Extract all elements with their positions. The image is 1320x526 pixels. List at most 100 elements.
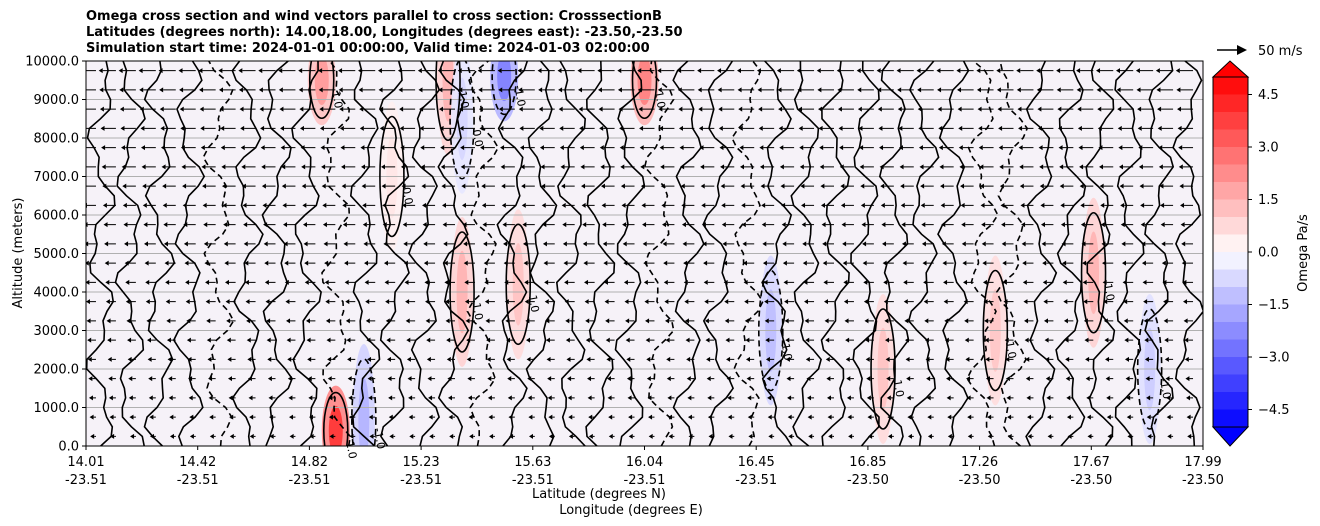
wind-vector-head-4-36 [805, 356, 810, 362]
wind-vector-head-12-23 [541, 202, 546, 208]
wind-vector-head-16-44 [958, 125, 963, 131]
wind-vector-head-5-0 [87, 337, 92, 343]
wind-vector-head-19-49 [1056, 68, 1061, 74]
wind-vector-head-4-12 [327, 356, 332, 362]
x-tick-lat-0: 14.01 [67, 455, 104, 470]
wind-vector-head-17-53 [1137, 106, 1142, 112]
wind-vector-head-15-38 [839, 145, 844, 151]
wind-vector-head-8-54 [1162, 279, 1167, 285]
wind-vector-head-1-26 [608, 414, 613, 420]
wind-vector-head-8-23 [544, 279, 549, 285]
contour-line-36 [1144, 61, 1175, 446]
wind-vector-head-19-29 [657, 68, 662, 74]
wind-vector-head-19-6 [198, 68, 203, 74]
wind-vector-head-2-20 [487, 395, 492, 401]
wind-vector-head-11-1 [103, 222, 108, 228]
wind-vector-head-2-24 [567, 395, 572, 401]
wind-vector-head-6-50 [1083, 318, 1088, 324]
wind-vector-head-16-15 [379, 125, 384, 131]
contour-label-4: 1.0 [329, 90, 345, 109]
wind-vector-head-18-51 [1096, 87, 1101, 93]
wind-vector-head-14-29 [660, 164, 665, 170]
wind-vector-head-12-14 [362, 202, 367, 208]
wind-vector-head-2-10 [288, 395, 293, 401]
wind-vector-head-15-0 [81, 145, 85, 150]
wind-vector-head-5-20 [486, 337, 491, 343]
wind-vector-head-2-5 [188, 395, 193, 401]
x-tick-lat-3: 15.23 [402, 455, 439, 470]
wind-vector-head-5-38 [845, 337, 850, 343]
wind-vector-head-2-25 [587, 395, 592, 401]
wind-vector-head-19-39 [856, 68, 861, 74]
wind-vector-head-6-8 [246, 318, 251, 324]
x-tick-lat-2: 14.82 [291, 455, 328, 470]
wind-vector-head-8-10 [284, 279, 289, 285]
wind-vector-head-15-12 [320, 145, 325, 151]
wind-vector-head-3-49 [1065, 376, 1070, 382]
wind-vector-head-1-46 [1007, 414, 1012, 420]
wind-vector-head-0-35 [788, 433, 793, 439]
wind-vector-head-0-47 [1027, 433, 1032, 439]
wind-vector-head-15-34 [759, 145, 764, 151]
wind-vector-head-5-6 [206, 337, 211, 343]
wind-vector-head-2-36 [807, 395, 812, 401]
wind-vector-head-6-25 [585, 318, 590, 324]
wind-vector-head-15-13 [340, 145, 345, 151]
wind-vector-head-14-49 [1059, 164, 1064, 170]
wind-vector-head-10-38 [842, 241, 847, 247]
wind-vector-head-6-31 [704, 318, 709, 324]
wind-vector-head-12-38 [840, 202, 845, 208]
wind-vector-head-0-15 [389, 433, 394, 439]
wind-vector-head-13-46 [999, 183, 1004, 189]
wind-vector-head-15-41 [898, 145, 903, 151]
wind-vector-head-2-29 [667, 395, 672, 401]
wind-vector-head-2-46 [1006, 395, 1011, 401]
wind-vector-head-6-47 [1024, 318, 1029, 324]
wind-vector-head-10-45 [981, 241, 986, 247]
wind-vector-head-4-41 [905, 356, 910, 362]
wind-vector-head-7-28 [644, 299, 649, 305]
wind-vector-head-12-22 [521, 202, 526, 208]
wind-vector-head-18-11 [298, 87, 303, 93]
wind-vector-head-18-53 [1136, 87, 1141, 93]
wind-vector-head-15-6 [200, 145, 205, 151]
wind-vector-head-10-55 [1181, 241, 1186, 247]
wind-vector-head-14-18 [440, 164, 445, 170]
wind-vector-head-13-41 [900, 183, 905, 189]
wind-vector-head-0-16 [409, 433, 414, 439]
wind-vector-head-4-19 [466, 356, 471, 362]
wind-vector-head-8-38 [843, 279, 848, 285]
wind-vector-head-11-15 [382, 222, 387, 228]
wind-vector-head-12-15 [382, 202, 387, 208]
wind-vector-head-16-35 [778, 125, 783, 131]
wind-vector-head-2-12 [328, 395, 333, 401]
wind-vector-head-2-33 [747, 395, 752, 401]
wind-vector-head-12-55 [1180, 202, 1185, 208]
x-axis: 14.01 -23.51 14.42 -23.51 14.82 -23.51 15.23 -2… [65, 446, 1224, 488]
wind-vector-head-4-10 [287, 356, 292, 362]
colorbar-tick-label-5: −3.0 [1258, 351, 1290, 366]
wind-vector-head-4-15 [386, 356, 391, 362]
wind-vector-head-8-13 [344, 279, 349, 285]
wind-vector-head-18-55 [1176, 87, 1181, 93]
wind-vector-head-7-32 [724, 299, 729, 305]
wind-vector-head-14-21 [500, 164, 505, 170]
x-tick-lon-8: -23.50 [959, 473, 1001, 488]
wind-vector-head-0-10 [289, 433, 294, 439]
wind-vector-head-14-31 [700, 164, 705, 170]
wind-vector-head-13-31 [700, 183, 705, 189]
wind-vector-head-9-50 [1082, 260, 1087, 266]
wind-vector-head-13-39 [860, 183, 865, 189]
wind-vector-head-17-39 [857, 106, 862, 112]
x-tick-lat-9: 17.67 [1073, 455, 1110, 470]
wind-vector-head-13-16 [401, 183, 406, 189]
wind-vector-head-10-1 [104, 241, 109, 247]
wind-vector-head-2-42 [926, 395, 931, 401]
wind-vector-head-3-47 [1025, 376, 1030, 382]
wind-vector-head-10-51 [1101, 241, 1106, 247]
wind-vector-head-8-6 [205, 279, 210, 285]
wind-vector-head-17-27 [618, 106, 623, 112]
wind-vector-head-4-44 [965, 356, 970, 362]
wind-vector-head-19-16 [397, 68, 402, 74]
wind-vector-head-13-43 [940, 183, 945, 189]
